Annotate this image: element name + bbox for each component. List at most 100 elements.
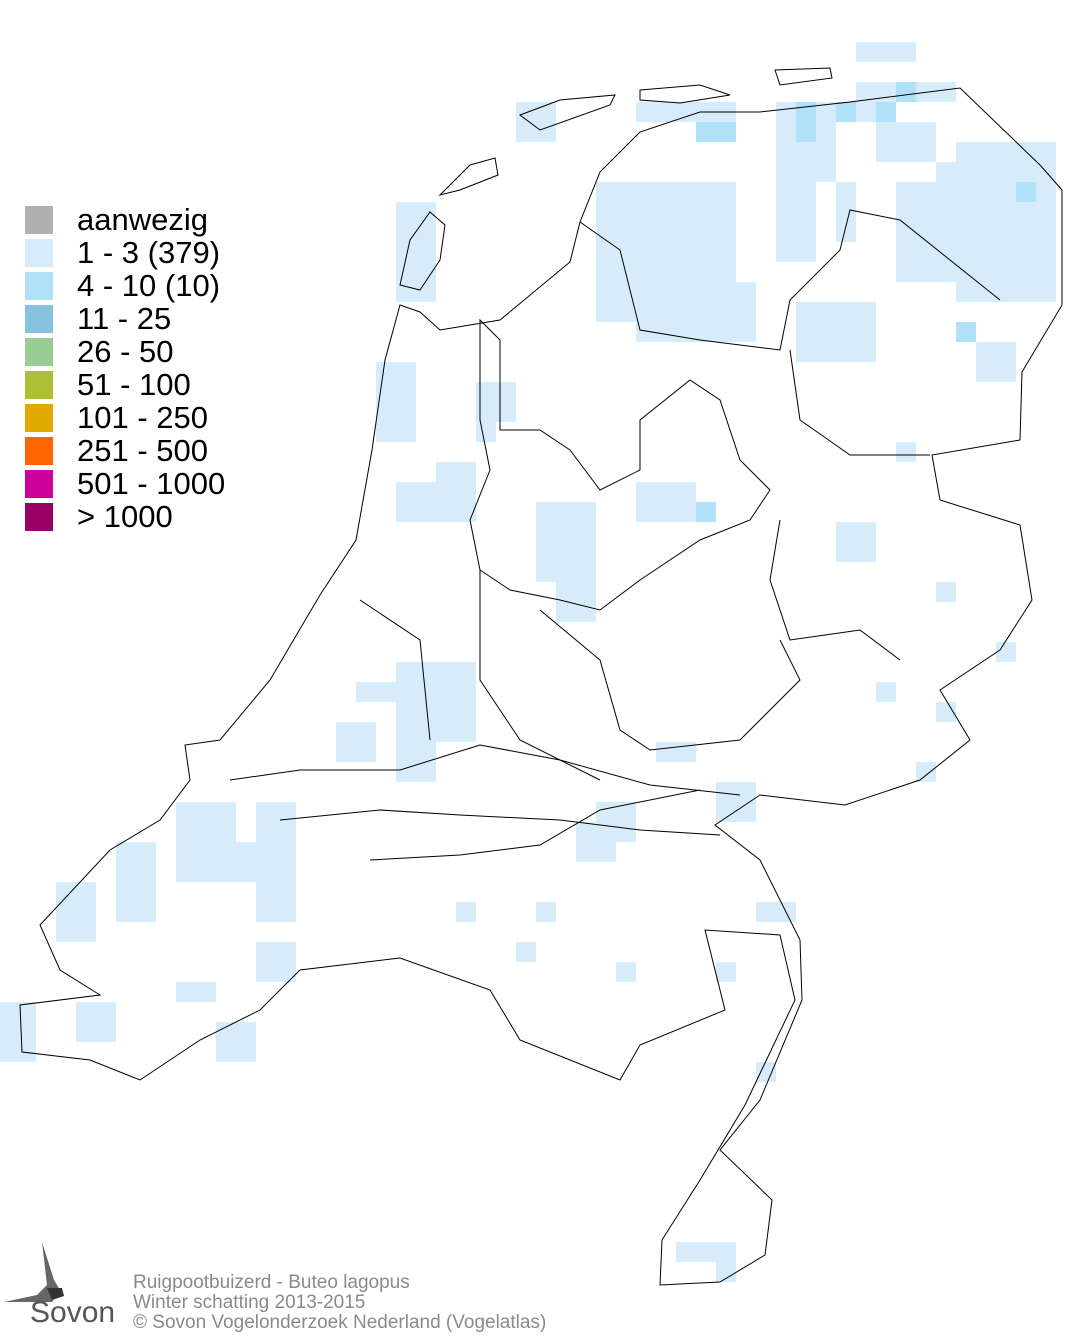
grid-cell <box>276 802 296 822</box>
grid-cell <box>656 262 676 282</box>
legend-label: > 1000 <box>77 499 173 534</box>
grid-cell <box>776 162 796 182</box>
grid-cell <box>796 302 816 322</box>
grid-cell <box>1016 182 1036 202</box>
grid-cell <box>876 82 896 102</box>
grid-cell <box>696 122 716 142</box>
grid-cell <box>936 162 956 182</box>
grid-cell <box>396 362 416 382</box>
grid-cell <box>836 102 856 122</box>
grid-cell <box>176 842 196 862</box>
grid-cell <box>536 122 556 142</box>
grid-cell <box>696 322 716 342</box>
grid-cell <box>596 242 616 262</box>
legend: aanwezig 1 - 3 (379) 4 - 10 (10) 11 - 25… <box>25 203 225 533</box>
grid-cell <box>456 722 476 742</box>
grid-cell <box>656 322 676 342</box>
grid-cell <box>396 762 416 782</box>
legend-item: > 1000 <box>25 500 225 533</box>
grid-cell <box>356 682 376 702</box>
grid-cell <box>676 102 696 122</box>
grid-cell <box>396 202 416 222</box>
grid-cell <box>976 202 996 222</box>
grid-cell <box>916 122 936 142</box>
grid-cell <box>996 182 1016 202</box>
grid-cell <box>676 182 696 202</box>
grid-cell <box>1036 222 1056 242</box>
grid-cell <box>796 122 816 142</box>
grid-cell <box>456 902 476 922</box>
grid-cell <box>736 782 756 802</box>
grid-cell <box>936 202 956 222</box>
grid-cell <box>76 1002 96 1022</box>
grid-cell <box>476 402 496 422</box>
grid-cell <box>836 182 856 202</box>
grid-cell <box>596 302 616 322</box>
grid-cell <box>356 722 376 742</box>
grid-cell <box>576 842 596 862</box>
grid-cell <box>416 662 436 682</box>
grid-cell <box>656 282 676 302</box>
grid-cell <box>276 822 296 842</box>
logo-text: Sovon <box>30 1296 116 1329</box>
grid-cell <box>556 602 576 622</box>
grid-cell <box>856 82 876 102</box>
grid-cell <box>556 542 576 562</box>
grid-cell <box>396 702 416 722</box>
grid-cell <box>476 382 496 402</box>
grid-cell <box>236 1022 256 1042</box>
grid-cell <box>796 222 816 242</box>
grid-cell <box>796 322 816 342</box>
grid-cell <box>716 242 736 262</box>
grid-cell <box>816 122 836 142</box>
grid-cell <box>716 802 736 822</box>
grid-cell <box>396 242 416 262</box>
grid-cell <box>776 242 796 262</box>
grid-cell <box>676 1242 696 1262</box>
grid-cell <box>376 362 396 382</box>
grid-cell <box>916 202 936 222</box>
grid-cell <box>416 682 436 702</box>
grid-cell <box>516 122 536 142</box>
grid-cell <box>556 502 576 522</box>
grid-cell <box>616 282 636 302</box>
grid-cell <box>936 82 956 102</box>
grid-cells <box>0 42 1056 1282</box>
grid-cell <box>256 962 276 982</box>
grid-cell <box>1016 282 1036 302</box>
grid-cell <box>716 302 736 322</box>
grid-cell <box>516 102 536 122</box>
grid-cell <box>1036 282 1056 302</box>
grid-cell <box>796 162 816 182</box>
grid-cell <box>916 142 936 162</box>
legend-swatch <box>25 205 53 234</box>
grid-cell <box>516 942 536 962</box>
grid-cell <box>616 962 636 982</box>
legend-label: 4 - 10 (10) <box>77 268 221 303</box>
grid-cell <box>456 702 476 722</box>
grid-cell <box>96 1002 116 1022</box>
wadden-island <box>639 84 731 104</box>
grid-cell <box>1016 262 1036 282</box>
grid-cell <box>856 102 876 122</box>
grid-cell <box>876 682 896 702</box>
grid-cell <box>776 222 796 242</box>
grid-cell <box>56 882 76 902</box>
grid-cell <box>896 42 916 62</box>
grid-cell <box>796 242 816 262</box>
legend-swatch <box>25 469 53 498</box>
grid-cell <box>216 862 236 882</box>
grid-cell <box>656 502 676 522</box>
grid-cell <box>876 142 896 162</box>
grid-cell <box>736 322 756 342</box>
grid-cell <box>436 662 456 682</box>
grid-cell <box>916 242 936 262</box>
grid-cell <box>276 962 296 982</box>
grid-cell <box>676 222 696 242</box>
grid-cell <box>956 222 976 242</box>
grid-cell <box>696 222 716 242</box>
grid-cell <box>376 402 396 422</box>
grid-cell <box>536 562 556 582</box>
grid-cell <box>216 802 236 822</box>
grid-cell <box>796 142 816 162</box>
